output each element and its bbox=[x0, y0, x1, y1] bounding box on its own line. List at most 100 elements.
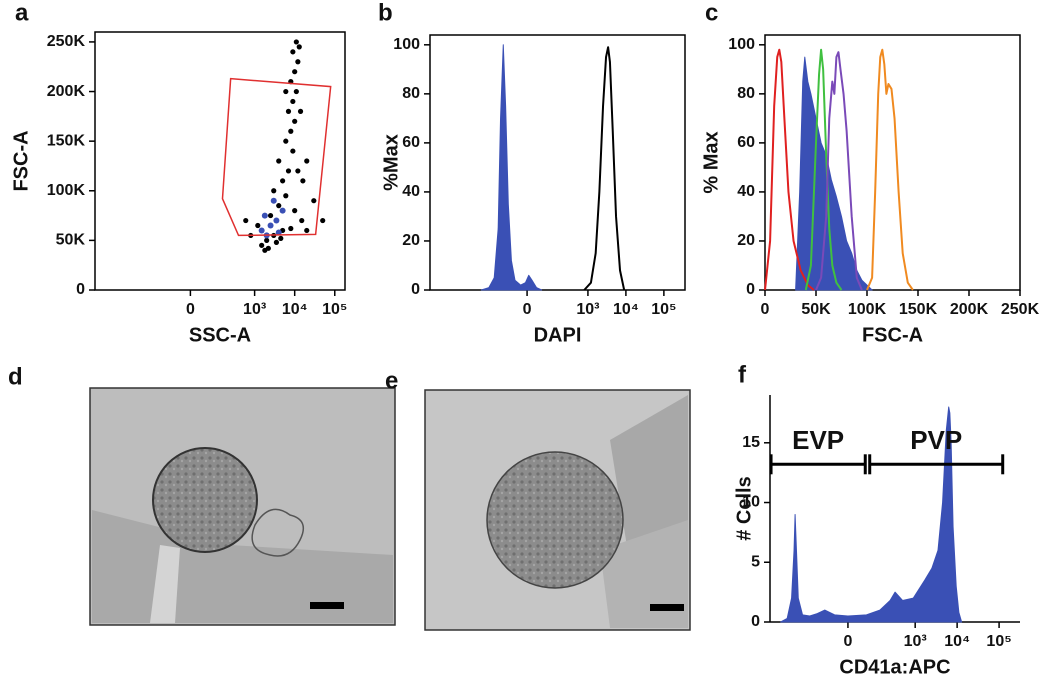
data-point bbox=[280, 178, 286, 184]
panel-label: f bbox=[738, 361, 747, 388]
data-point bbox=[270, 197, 277, 204]
data-point bbox=[259, 242, 265, 248]
y-axis-label: % Max bbox=[700, 131, 722, 193]
background-tissue bbox=[600, 520, 688, 628]
data-point bbox=[276, 203, 282, 209]
data-point bbox=[285, 108, 292, 114]
data-point bbox=[293, 39, 299, 45]
debris bbox=[251, 508, 305, 557]
panel-label: d bbox=[8, 363, 23, 390]
y-tick-label: 100K bbox=[47, 182, 86, 199]
histogram-area bbox=[780, 406, 963, 623]
y-tick-label: 150K bbox=[47, 132, 86, 149]
data-point bbox=[288, 128, 294, 134]
x-tick-label: 10⁵ bbox=[322, 301, 347, 318]
gate bbox=[221, 77, 332, 237]
x-tick-label: 50K bbox=[801, 301, 831, 318]
y-axis-label: FSC-A bbox=[10, 130, 32, 191]
histogram-line bbox=[815, 51, 863, 291]
data-point bbox=[261, 212, 268, 219]
panel-label: e bbox=[385, 367, 398, 394]
data-point bbox=[273, 239, 280, 245]
x-axis-label: SSC-A bbox=[189, 324, 251, 346]
data-point bbox=[320, 217, 326, 224]
y-tick-label: 40 bbox=[402, 183, 420, 200]
y-tick-label: 200K bbox=[47, 83, 86, 100]
panel-label: b bbox=[378, 0, 393, 26]
scale-bar bbox=[650, 604, 684, 611]
x-tick-label: 10³ bbox=[904, 633, 927, 650]
x-tick-label: 0 bbox=[523, 301, 532, 318]
image-panel-e: e bbox=[385, 367, 691, 631]
panel-label: a bbox=[15, 0, 29, 26]
y-tick-label: 0 bbox=[751, 613, 760, 630]
data-point bbox=[258, 227, 265, 234]
data-point bbox=[296, 44, 302, 50]
y-tick-label: 5 bbox=[751, 553, 760, 570]
y-tick-label: 20 bbox=[402, 232, 420, 249]
data-point bbox=[265, 245, 271, 251]
data-point bbox=[267, 212, 274, 219]
y-tick-label: 100 bbox=[393, 36, 420, 53]
x-axis-label: DAPI bbox=[534, 324, 582, 346]
histogram-line bbox=[764, 48, 815, 291]
x-tick-label: 100K bbox=[848, 301, 887, 318]
x-axis-label: CD41a:APC bbox=[839, 656, 950, 678]
histogram-area bbox=[480, 44, 543, 291]
data-point bbox=[297, 108, 304, 114]
data-point bbox=[292, 118, 298, 124]
x-tick-label: 10⁴ bbox=[944, 633, 970, 650]
data-point bbox=[295, 59, 301, 65]
y-tick-label: 80 bbox=[737, 85, 755, 102]
histogram-line bbox=[866, 48, 914, 291]
data-point bbox=[304, 227, 310, 234]
data-point bbox=[292, 69, 298, 75]
background-tissue bbox=[150, 545, 180, 623]
data-point bbox=[264, 237, 270, 243]
plot-frame bbox=[764, 34, 1021, 291]
image-panel-d: d bbox=[8, 363, 396, 626]
x-tick-label: 0 bbox=[761, 301, 770, 318]
data-point bbox=[288, 225, 294, 232]
y-tick-label: 0 bbox=[76, 281, 85, 298]
y-tick-label: 60 bbox=[402, 134, 420, 151]
x-tick-label: 150K bbox=[899, 301, 938, 318]
data-point bbox=[283, 88, 289, 95]
data-point bbox=[293, 88, 299, 95]
data-point bbox=[290, 98, 296, 105]
x-tick-label: 10⁵ bbox=[986, 633, 1011, 650]
cell bbox=[152, 447, 258, 553]
data-point bbox=[243, 217, 249, 224]
histogram-area bbox=[795, 56, 873, 291]
data-point bbox=[273, 217, 280, 224]
data-point bbox=[292, 208, 298, 214]
data-point bbox=[278, 235, 284, 241]
y-axis-label: # Cells bbox=[733, 476, 755, 540]
data-point bbox=[283, 138, 289, 144]
data-point bbox=[295, 168, 301, 174]
y-tick-label: 60 bbox=[737, 134, 755, 151]
x-tick-label: 200K bbox=[950, 301, 989, 318]
plot-frame bbox=[94, 31, 346, 291]
x-tick-label: 250K bbox=[1001, 301, 1040, 318]
data-point bbox=[283, 193, 289, 199]
plot-frame bbox=[429, 34, 686, 291]
gate-label: EVP bbox=[792, 425, 844, 455]
y-tick-label: 80 bbox=[402, 85, 420, 102]
data-point bbox=[299, 217, 305, 224]
x-tick-label: 10³ bbox=[576, 301, 599, 318]
data-point bbox=[311, 198, 317, 204]
y-tick-label: 20 bbox=[737, 232, 755, 249]
histogram-line bbox=[583, 46, 626, 291]
y-tick-label: 50K bbox=[56, 232, 86, 249]
y-tick-label: 10 bbox=[742, 494, 760, 511]
y-tick-label: 0 bbox=[411, 281, 420, 298]
x-tick-label: 10⁵ bbox=[651, 301, 676, 318]
y-tick-label: 40 bbox=[737, 183, 755, 200]
data-point bbox=[304, 158, 310, 164]
x-tick-label: 10⁴ bbox=[282, 301, 308, 318]
data-point bbox=[285, 168, 292, 174]
y-tick-label: 0 bbox=[746, 281, 755, 298]
y-tick-label: 15 bbox=[742, 434, 760, 451]
